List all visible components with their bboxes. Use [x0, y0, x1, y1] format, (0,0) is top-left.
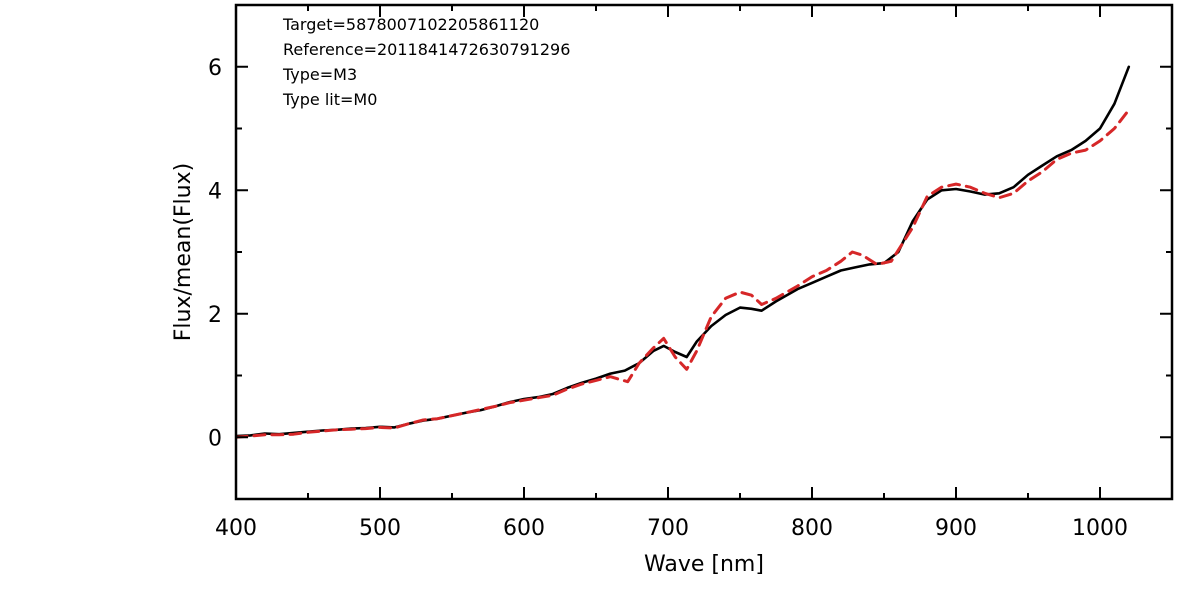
- annotation-type-lit: Type lit=M0: [282, 90, 377, 109]
- x-tick-label: 900: [935, 516, 977, 541]
- x-tick-label: 1000: [1072, 516, 1128, 541]
- y-tick-label: 2: [208, 303, 222, 328]
- ticks-layer: [235, 4, 1173, 500]
- x-tick-label: 400: [215, 516, 257, 541]
- x-tick-label: 700: [647, 516, 689, 541]
- y-tick-label: 0: [208, 426, 222, 451]
- x-axis-title: Wave [nm]: [644, 552, 764, 577]
- x-tick-label: 600: [503, 516, 545, 541]
- annotation-type: Type=M3: [282, 65, 357, 84]
- y-tick-label: 6: [208, 56, 222, 81]
- annotation-target: Target=5878007102205861120: [282, 15, 539, 34]
- y-tick-label: 4: [208, 179, 222, 204]
- series-line-1: [236, 108, 1131, 439]
- x-tick-label: 800: [791, 516, 833, 541]
- annotation-reference: Reference=2011841472630791296: [283, 40, 570, 59]
- series-line-0: [236, 65, 1131, 438]
- plot-frame: [234, 3, 1174, 501]
- x-tick-label: 500: [359, 516, 401, 541]
- y-axis-title: Flux/mean(Flux): [171, 163, 196, 341]
- series-layer: [236, 65, 1131, 439]
- labels-layer: 400 500 600 700 800 900 1000 0 2 4 6: [208, 56, 1128, 541]
